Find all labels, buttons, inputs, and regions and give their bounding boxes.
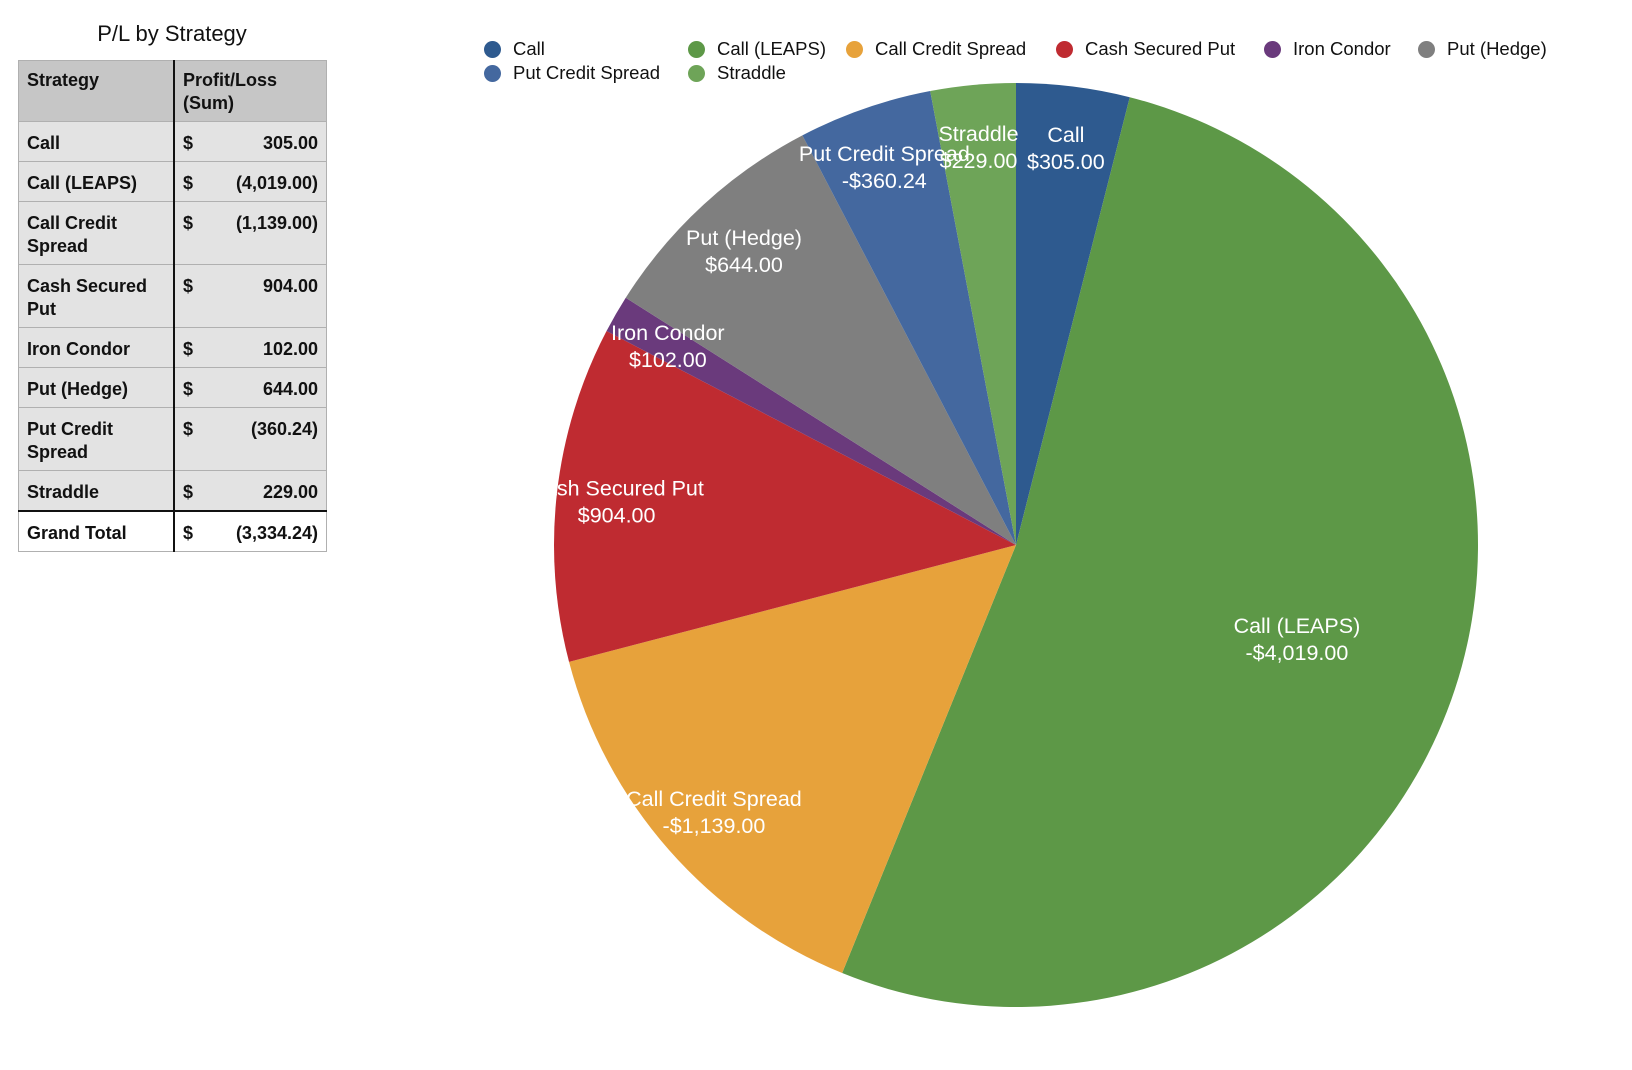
table-row: Call Credit Spread $ (1,139.00) [18, 201, 327, 265]
value-cell: (1,139.00) [219, 201, 327, 265]
legend-swatch [484, 41, 501, 58]
header-profit-loss: Profit/Loss (Sum) [173, 60, 327, 122]
strategy-cell: Straddle [18, 470, 175, 512]
legend-swatch [846, 41, 863, 58]
value-cell: 904.00 [219, 264, 327, 328]
legend-item: Cash Secured Put [1056, 37, 1235, 61]
strategy-cell: Iron Condor [18, 327, 175, 368]
value-cell: 102.00 [219, 327, 327, 368]
pie-slice [569, 545, 1016, 974]
strategy-cell: Put Credit Spread [18, 407, 175, 471]
table-row: Straddle $229.00 [18, 470, 327, 512]
legend-swatch [484, 65, 501, 82]
currency-cell: $ [173, 367, 219, 408]
header-strategy: Strategy [18, 60, 175, 122]
slice-name-label: Call Credit Spread [626, 787, 802, 811]
legend-label: Call (LEAPS) [717, 38, 826, 59]
legend-item: Call Credit Spread [846, 37, 1026, 61]
legend-label: Call [513, 38, 545, 59]
currency-cell: $ [173, 201, 219, 265]
pie-slice [625, 135, 1016, 545]
legend-label: Cash Secured Put [1085, 38, 1236, 59]
slice-value-label: -$4,019.00 [1246, 641, 1349, 665]
slice-value-label: -$360.24 [842, 169, 927, 193]
legend-label: Put (Hedge) [1447, 38, 1547, 59]
slice-value-label: $644.00 [705, 253, 783, 277]
legend-swatch [688, 65, 705, 82]
table-title: P/L by Strategy [97, 21, 247, 46]
currency-cell: $ [173, 470, 219, 512]
slice-name-label: Call (LEAPS) [1234, 614, 1361, 638]
pie-slice [606, 297, 1016, 545]
legend-swatch [1264, 41, 1281, 58]
grand-total-row: Grand Total $ (3,334.24) [18, 510, 327, 552]
grand-total-value: (3,334.24) [219, 510, 327, 552]
value-cell: (4,019.00) [219, 161, 327, 202]
value-cell: 644.00 [219, 367, 327, 408]
value-cell: 229.00 [219, 470, 327, 512]
legend-label: Iron Condor [1293, 38, 1391, 59]
currency-cell: $ [173, 264, 219, 328]
strategy-cell: Put (Hedge) [18, 367, 175, 408]
legend-swatch [1418, 41, 1435, 58]
value-cell: (360.24) [219, 407, 327, 471]
table-row: Put (Hedge) $644.00 [18, 367, 327, 408]
pie-slice [930, 83, 1016, 545]
slice-name-label: Call [1047, 123, 1084, 147]
legend-item: Put (Hedge) [1418, 37, 1547, 61]
currency-cell: $ [173, 407, 219, 471]
slice-name-label: Straddle [938, 122, 1018, 146]
pie-slice [554, 331, 1016, 662]
legend-item: Straddle [688, 61, 786, 85]
legend-label: Straddle [717, 62, 786, 83]
legend-swatch [1056, 41, 1073, 58]
legend-item: Call (LEAPS) [688, 37, 826, 61]
slice-name-label: Put (Hedge) [686, 226, 802, 250]
slice-name-label: Put Credit Spread [799, 142, 970, 166]
legend-label: Call Credit Spread [875, 38, 1027, 59]
slice-value-label: $305.00 [1027, 150, 1105, 174]
slice-value-label: $904.00 [578, 504, 656, 528]
slice-value-label: $229.00 [940, 149, 1018, 173]
table-header-row: Strategy Profit/Loss (Sum) [18, 60, 327, 122]
slice-value-label: $102.00 [629, 348, 707, 372]
legend-swatch [688, 41, 705, 58]
pie-slice [842, 97, 1479, 1008]
legend-item: Iron Condor [1264, 37, 1391, 61]
strategy-cell: Call [18, 121, 175, 162]
value-cell: 305.00 [219, 121, 327, 162]
legend-item: Put Credit Spread [484, 61, 660, 85]
currency-cell: $ [173, 121, 219, 162]
legend-label: Put Credit Spread [513, 62, 661, 83]
grand-total-label: Grand Total [18, 510, 175, 552]
slice-name-label: Iron Condor [611, 321, 725, 345]
grand-total-currency: $ [173, 510, 219, 552]
strategy-cell: Call Credit Spread [18, 201, 175, 265]
legend-item: Call [484, 37, 545, 61]
slice-name-label: Cash Secured Put [529, 477, 704, 501]
strategy-cell: Call (LEAPS) [18, 161, 175, 202]
table-row: Put Credit Spread $ (360.24) [18, 407, 327, 471]
pl-table: Strategy Profit/Loss (Sum) Call $305.00 Ca… [18, 60, 327, 552]
pie-slice [802, 91, 1016, 545]
table-row: Call $305.00 [18, 121, 327, 162]
pie-slice [1016, 83, 1130, 545]
slice-value-label: -$1,139.00 [663, 814, 766, 838]
table-row: Iron Condor $102.00 [18, 327, 327, 368]
